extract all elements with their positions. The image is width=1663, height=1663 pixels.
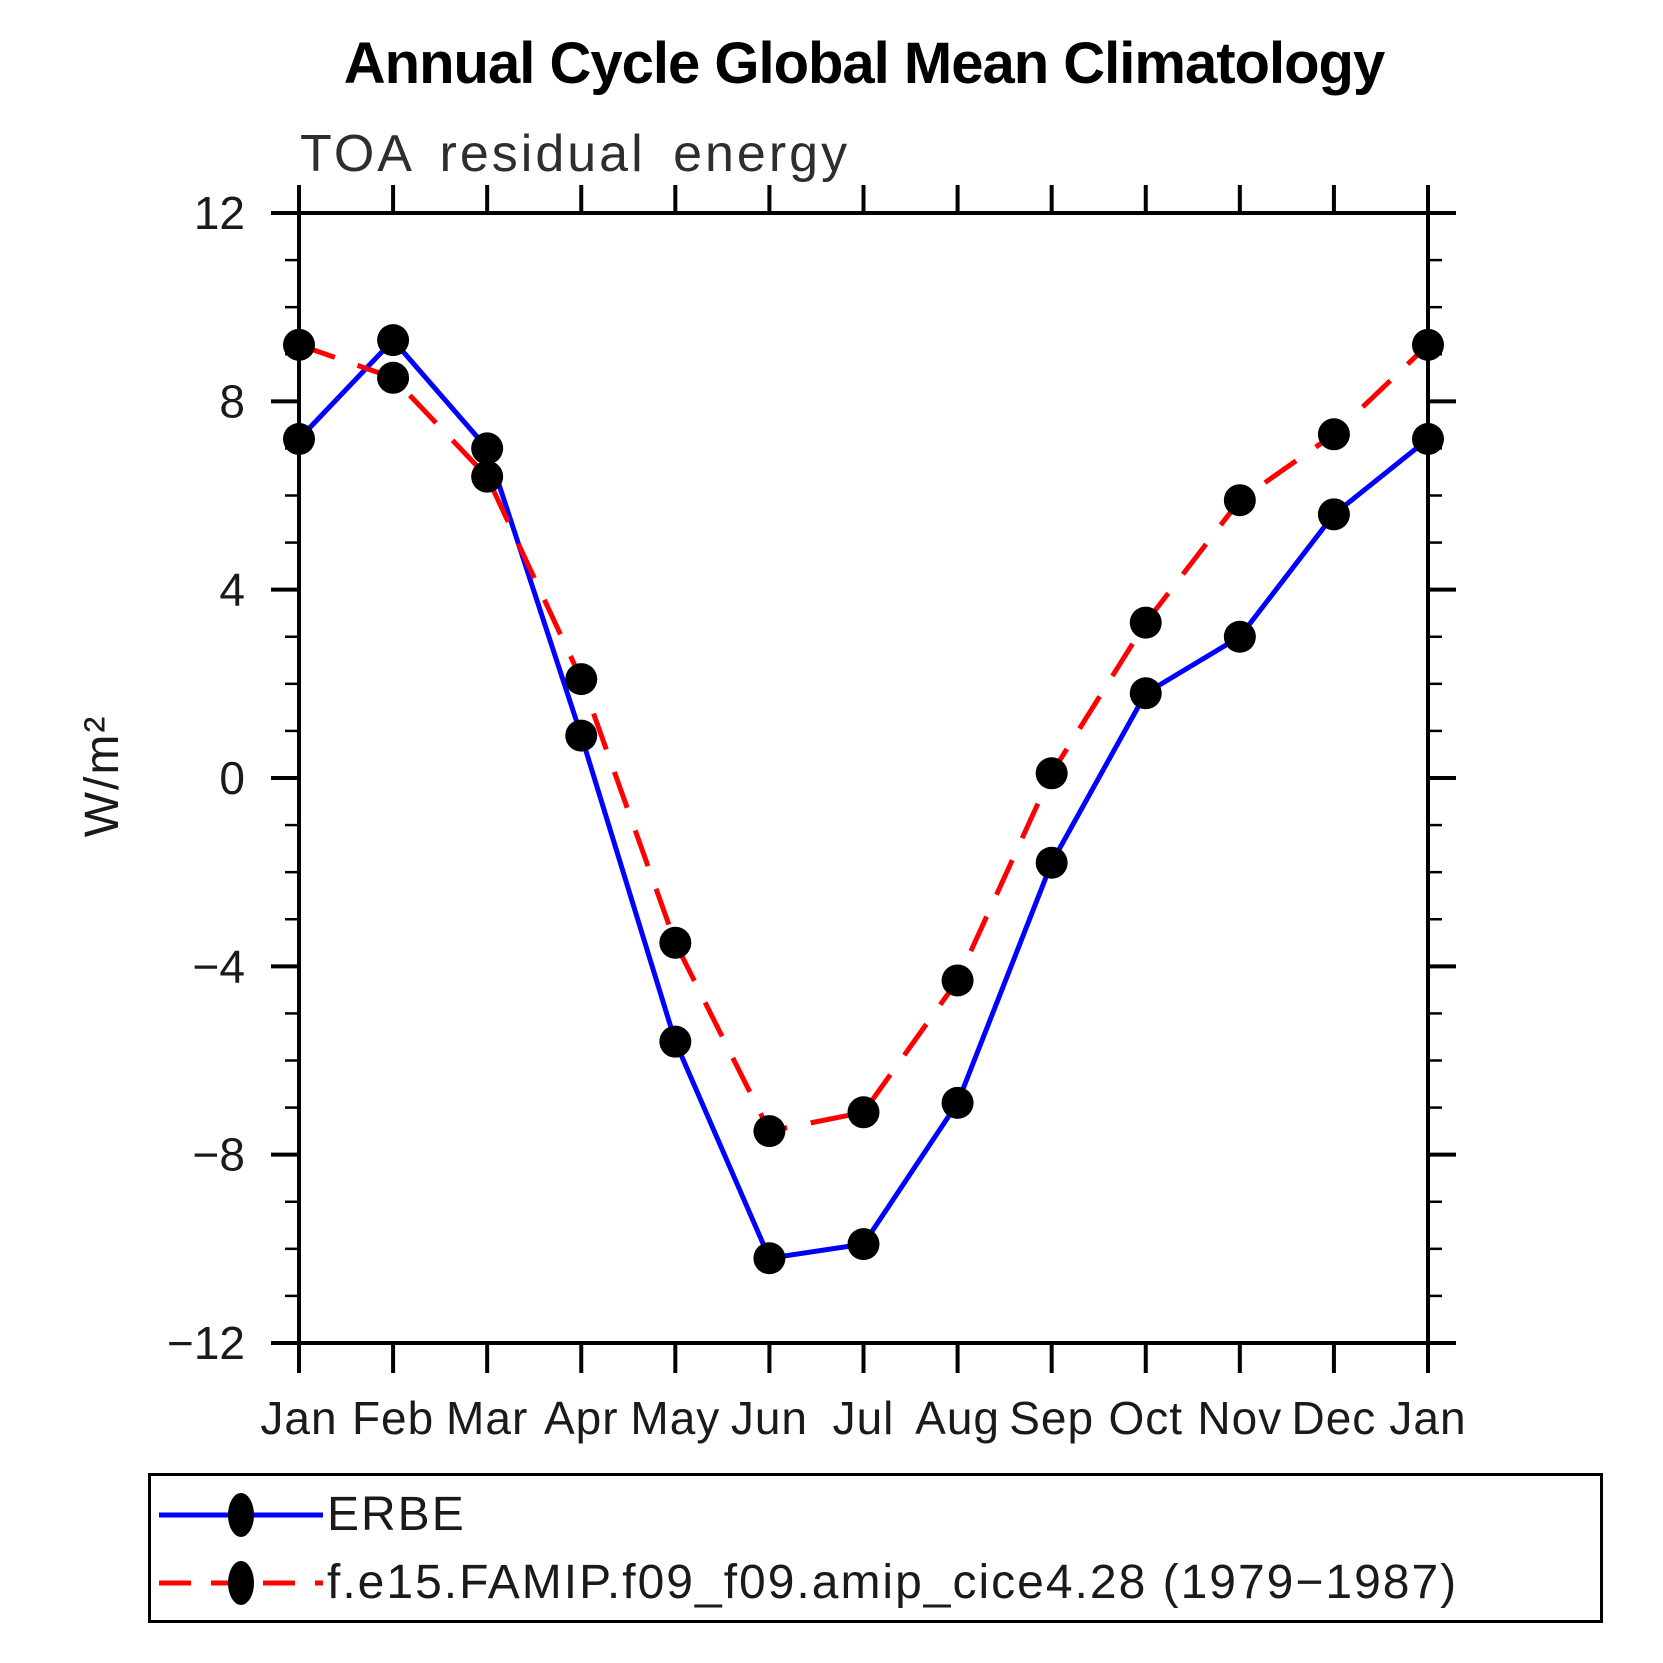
series-line-1 <box>298 342 1430 1134</box>
y-tick-label: −4 <box>193 940 245 992</box>
x-tick-label: Oct <box>1108 1392 1183 1444</box>
x-tick-label: Jun <box>731 1392 808 1444</box>
x-tick-label: Nov <box>1197 1392 1282 1444</box>
data-point-s0-8 <box>1035 846 1068 879</box>
data-point-s1-4 <box>659 926 692 959</box>
data-point-s0-3 <box>565 719 598 752</box>
data-point-s1-5 <box>753 1115 786 1148</box>
chart-title: Annual Cycle Global Mean Climatology <box>343 31 1385 96</box>
data-point-s1-8 <box>1035 757 1068 790</box>
chart-subtitle: TOA residual energy <box>300 125 851 183</box>
x-tick-label: Mar <box>446 1392 528 1444</box>
legend-item-erbe: ERBE <box>155 1484 466 1546</box>
x-tick-label: Feb <box>352 1392 434 1444</box>
data-point-s1-11 <box>1317 418 1350 451</box>
data-point-s0-1 <box>377 324 410 357</box>
data-point-s1-0 <box>283 328 315 361</box>
data-point-s1-12 <box>1412 328 1444 361</box>
x-tick-label: Jan <box>260 1392 337 1444</box>
data-point-s0-6 <box>847 1228 880 1261</box>
legend-box: ERBE f.e15.FAMIP.f09_f09.amip_cice4.28 (… <box>148 1473 1603 1623</box>
data-point-s1-7 <box>941 964 974 997</box>
legend-label-model: f.e15.FAMIP.f09_f09.amip_cice4.28 (1979−… <box>327 1556 1459 1609</box>
data-point-s1-2 <box>471 460 504 493</box>
legend-item-model: f.e15.FAMIP.f09_f09.amip_cice4.28 (1979−… <box>155 1552 1458 1614</box>
y-tick-label: 12 <box>194 187 245 239</box>
y-tick-label: 8 <box>219 375 245 427</box>
x-tick-label: May <box>630 1392 720 1444</box>
legend-line-sample-erbe <box>159 1493 323 1537</box>
data-point-s1-10 <box>1223 484 1256 517</box>
data-point-s1-3 <box>565 663 598 696</box>
data-point-s0-7 <box>941 1086 974 1119</box>
data-point-s0-11 <box>1317 498 1350 531</box>
data-point-s0-0 <box>283 423 315 455</box>
y-tick-label: −8 <box>193 1129 245 1181</box>
x-tick-label: Dec <box>1292 1392 1377 1444</box>
data-point-s0-10 <box>1223 620 1256 653</box>
data-point-s1-9 <box>1129 606 1162 639</box>
legend-marker-model-icon <box>228 1561 254 1605</box>
data-point-s0-2 <box>471 432 504 465</box>
data-point-s1-1 <box>377 361 410 394</box>
legend-marker-erbe-icon <box>228 1493 254 1537</box>
x-tick-label: Jul <box>833 1392 895 1444</box>
y-axis-label: W/m² <box>76 715 129 838</box>
data-point-s0-4 <box>659 1025 692 1058</box>
x-tick-label: Sep <box>1009 1392 1094 1444</box>
data-point-s1-6 <box>847 1096 880 1129</box>
y-tick-label: 0 <box>219 752 245 804</box>
legend-label-erbe: ERBE <box>327 1488 466 1541</box>
data-point-s0-12 <box>1412 423 1444 455</box>
y-tick-label: −12 <box>167 1317 245 1369</box>
data-point-s0-5 <box>753 1242 786 1275</box>
x-tick-label: Aug <box>915 1392 1000 1444</box>
y-tick-label: 4 <box>219 564 245 616</box>
x-tick-label: Apr <box>544 1392 619 1444</box>
x-tick-label: Jan <box>1389 1392 1466 1444</box>
legend-line-sample-model <box>159 1561 323 1605</box>
axis-frame <box>297 211 1430 1345</box>
data-point-s0-9 <box>1129 677 1162 710</box>
